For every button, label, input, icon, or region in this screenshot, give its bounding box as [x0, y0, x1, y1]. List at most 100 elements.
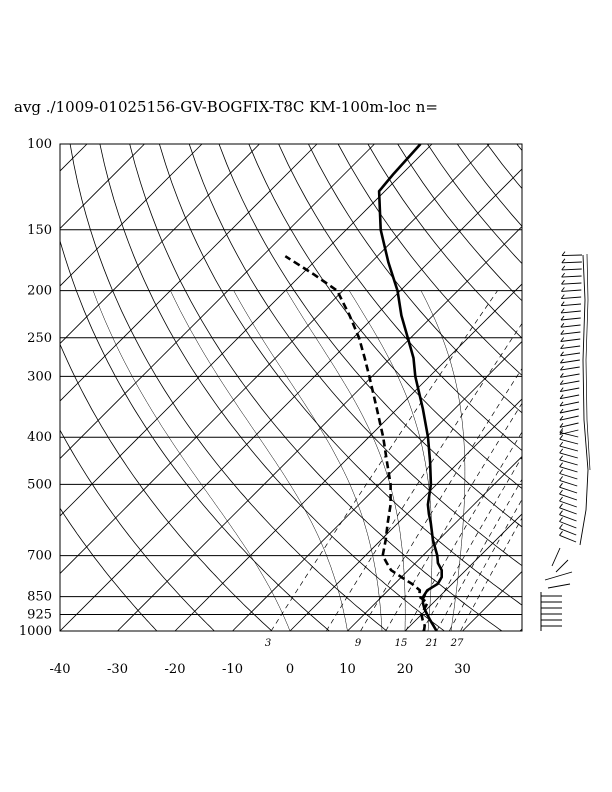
dry-adiabat-line	[576, 144, 612, 631]
wind-barb-feather	[559, 524, 563, 529]
dry-adiabat-line	[69, 144, 388, 631]
wind-barb-feather	[561, 287, 565, 292]
pressure-tick-label: 200	[27, 284, 52, 299]
wind-barb-feather	[559, 415, 564, 421]
wind-barb	[559, 486, 578, 494]
wind-barb	[560, 324, 581, 328]
wind-barb	[544, 571, 573, 581]
isotherm-line	[60, 144, 318, 402]
wind-barb-feather	[559, 423, 564, 428]
moist-adiabat-line	[420, 290, 466, 631]
wind-barb-feather	[559, 448, 564, 454]
isotherm-line	[174, 283, 522, 631]
mixing-ratio-label: 9	[355, 638, 362, 649]
wind-barb	[561, 268, 582, 271]
pressure-tick-label: 1000	[19, 624, 52, 639]
moist-adiabat-line	[286, 290, 406, 631]
wind-barb	[559, 459, 578, 466]
wind-barb	[559, 466, 578, 473]
wind-barb-feather	[560, 351, 564, 357]
isotherm-line	[462, 570, 522, 631]
wind-barb-feather	[559, 489, 563, 495]
wind-barb-feather	[559, 394, 564, 399]
moist-adiabat-line	[92, 290, 291, 631]
wind-barb	[560, 394, 580, 400]
mixing-ratio-label: 15	[395, 638, 408, 649]
pressure-tick-label: 100	[27, 137, 52, 152]
wind-barb	[559, 521, 577, 529]
isotherm-line	[60, 144, 260, 345]
wind-barb-feather	[559, 373, 564, 378]
dry-adiabat-line	[606, 144, 612, 631]
dry-adiabat-line	[397, 144, 522, 302]
isotherm-line	[289, 398, 522, 631]
wind-barb-feather	[559, 428, 564, 433]
plot-frame	[59, 143, 523, 632]
wind-barb	[561, 254, 583, 257]
wind-barb-feather	[559, 517, 563, 522]
wind-barb	[559, 500, 577, 508]
wind-barb	[559, 438, 579, 445]
wind-barb	[551, 547, 561, 567]
wind-barb	[561, 303, 582, 307]
wind-barb-feather	[560, 365, 564, 371]
mixing-ratio-label: 21	[425, 638, 439, 649]
sounding-profiles	[284, 144, 443, 631]
diagram-guide-lines	[0, 144, 612, 631]
pressure-tick-label: 700	[27, 549, 52, 564]
wind-barb	[559, 408, 579, 414]
wind-barb	[559, 445, 579, 452]
pressure-tick-label: 400	[27, 430, 52, 445]
wind-barb	[560, 338, 581, 342]
wind-barb-feather	[560, 344, 564, 349]
wind-barb	[559, 429, 579, 435]
pressure-tick-label: 300	[27, 369, 52, 384]
wind-barb	[561, 310, 581, 314]
wind-barb	[560, 380, 580, 385]
wind-barb	[547, 583, 571, 589]
mixing-ratio-label: 3	[265, 638, 271, 649]
temperature-tick-label: -40	[50, 662, 71, 677]
wind-barb-feather	[559, 469, 563, 474]
wind-barb	[560, 366, 580, 371]
wind-barb-feather	[560, 294, 565, 299]
pressure-tick-label: 500	[27, 477, 52, 492]
wind-barb-feather	[559, 531, 563, 536]
wind-barb-feather	[560, 358, 564, 364]
wind-barb	[561, 296, 582, 300]
mixing-ratio-line	[405, 431, 522, 631]
wind-barb	[559, 514, 577, 522]
dry-adiabat-line	[547, 144, 612, 631]
pressure-tick-label: 925	[27, 608, 52, 623]
pressure-tick-label: 150	[27, 223, 52, 238]
dewpoint-profile	[284, 255, 429, 631]
wind-barb-feather	[559, 482, 563, 488]
mixing-ratio-labels: 3 9 15 21 27	[265, 638, 464, 649]
mixing-ratio-label: 27	[450, 638, 464, 649]
wind-barb-staff	[585, 253, 591, 471]
wind-barb-feather	[560, 301, 565, 306]
pressure-tick-label: 250	[27, 331, 52, 346]
temperature-profile	[377, 144, 443, 631]
mixing-ratio-line	[270, 290, 498, 631]
wind-barb-column	[540, 251, 591, 631]
isotherm-line	[0, 144, 30, 631]
wind-barb-feather	[559, 408, 564, 414]
temperature-tick-label: 0	[286, 662, 294, 677]
temperature-axis-labels: -40 -30 -20 -10 0 10 20 30	[50, 662, 471, 677]
wind-barb	[559, 422, 579, 428]
pressure-tick-label: 850	[27, 590, 52, 605]
wind-barb-feather	[559, 455, 563, 461]
wind-barb	[560, 387, 580, 393]
dry-adiabat-line	[367, 144, 522, 339]
temperature-tick-label: 10	[339, 662, 356, 677]
temperature-tick-label: -10	[222, 662, 243, 677]
wind-barb-feather	[561, 265, 566, 271]
mixing-ratio-line	[326, 322, 522, 631]
wind-barb-feather	[561, 258, 566, 264]
temperature-tick-label: 30	[454, 662, 471, 677]
dry-adiabat-line	[99, 144, 445, 631]
wind-barb	[560, 352, 581, 357]
wind-barb	[555, 559, 569, 573]
